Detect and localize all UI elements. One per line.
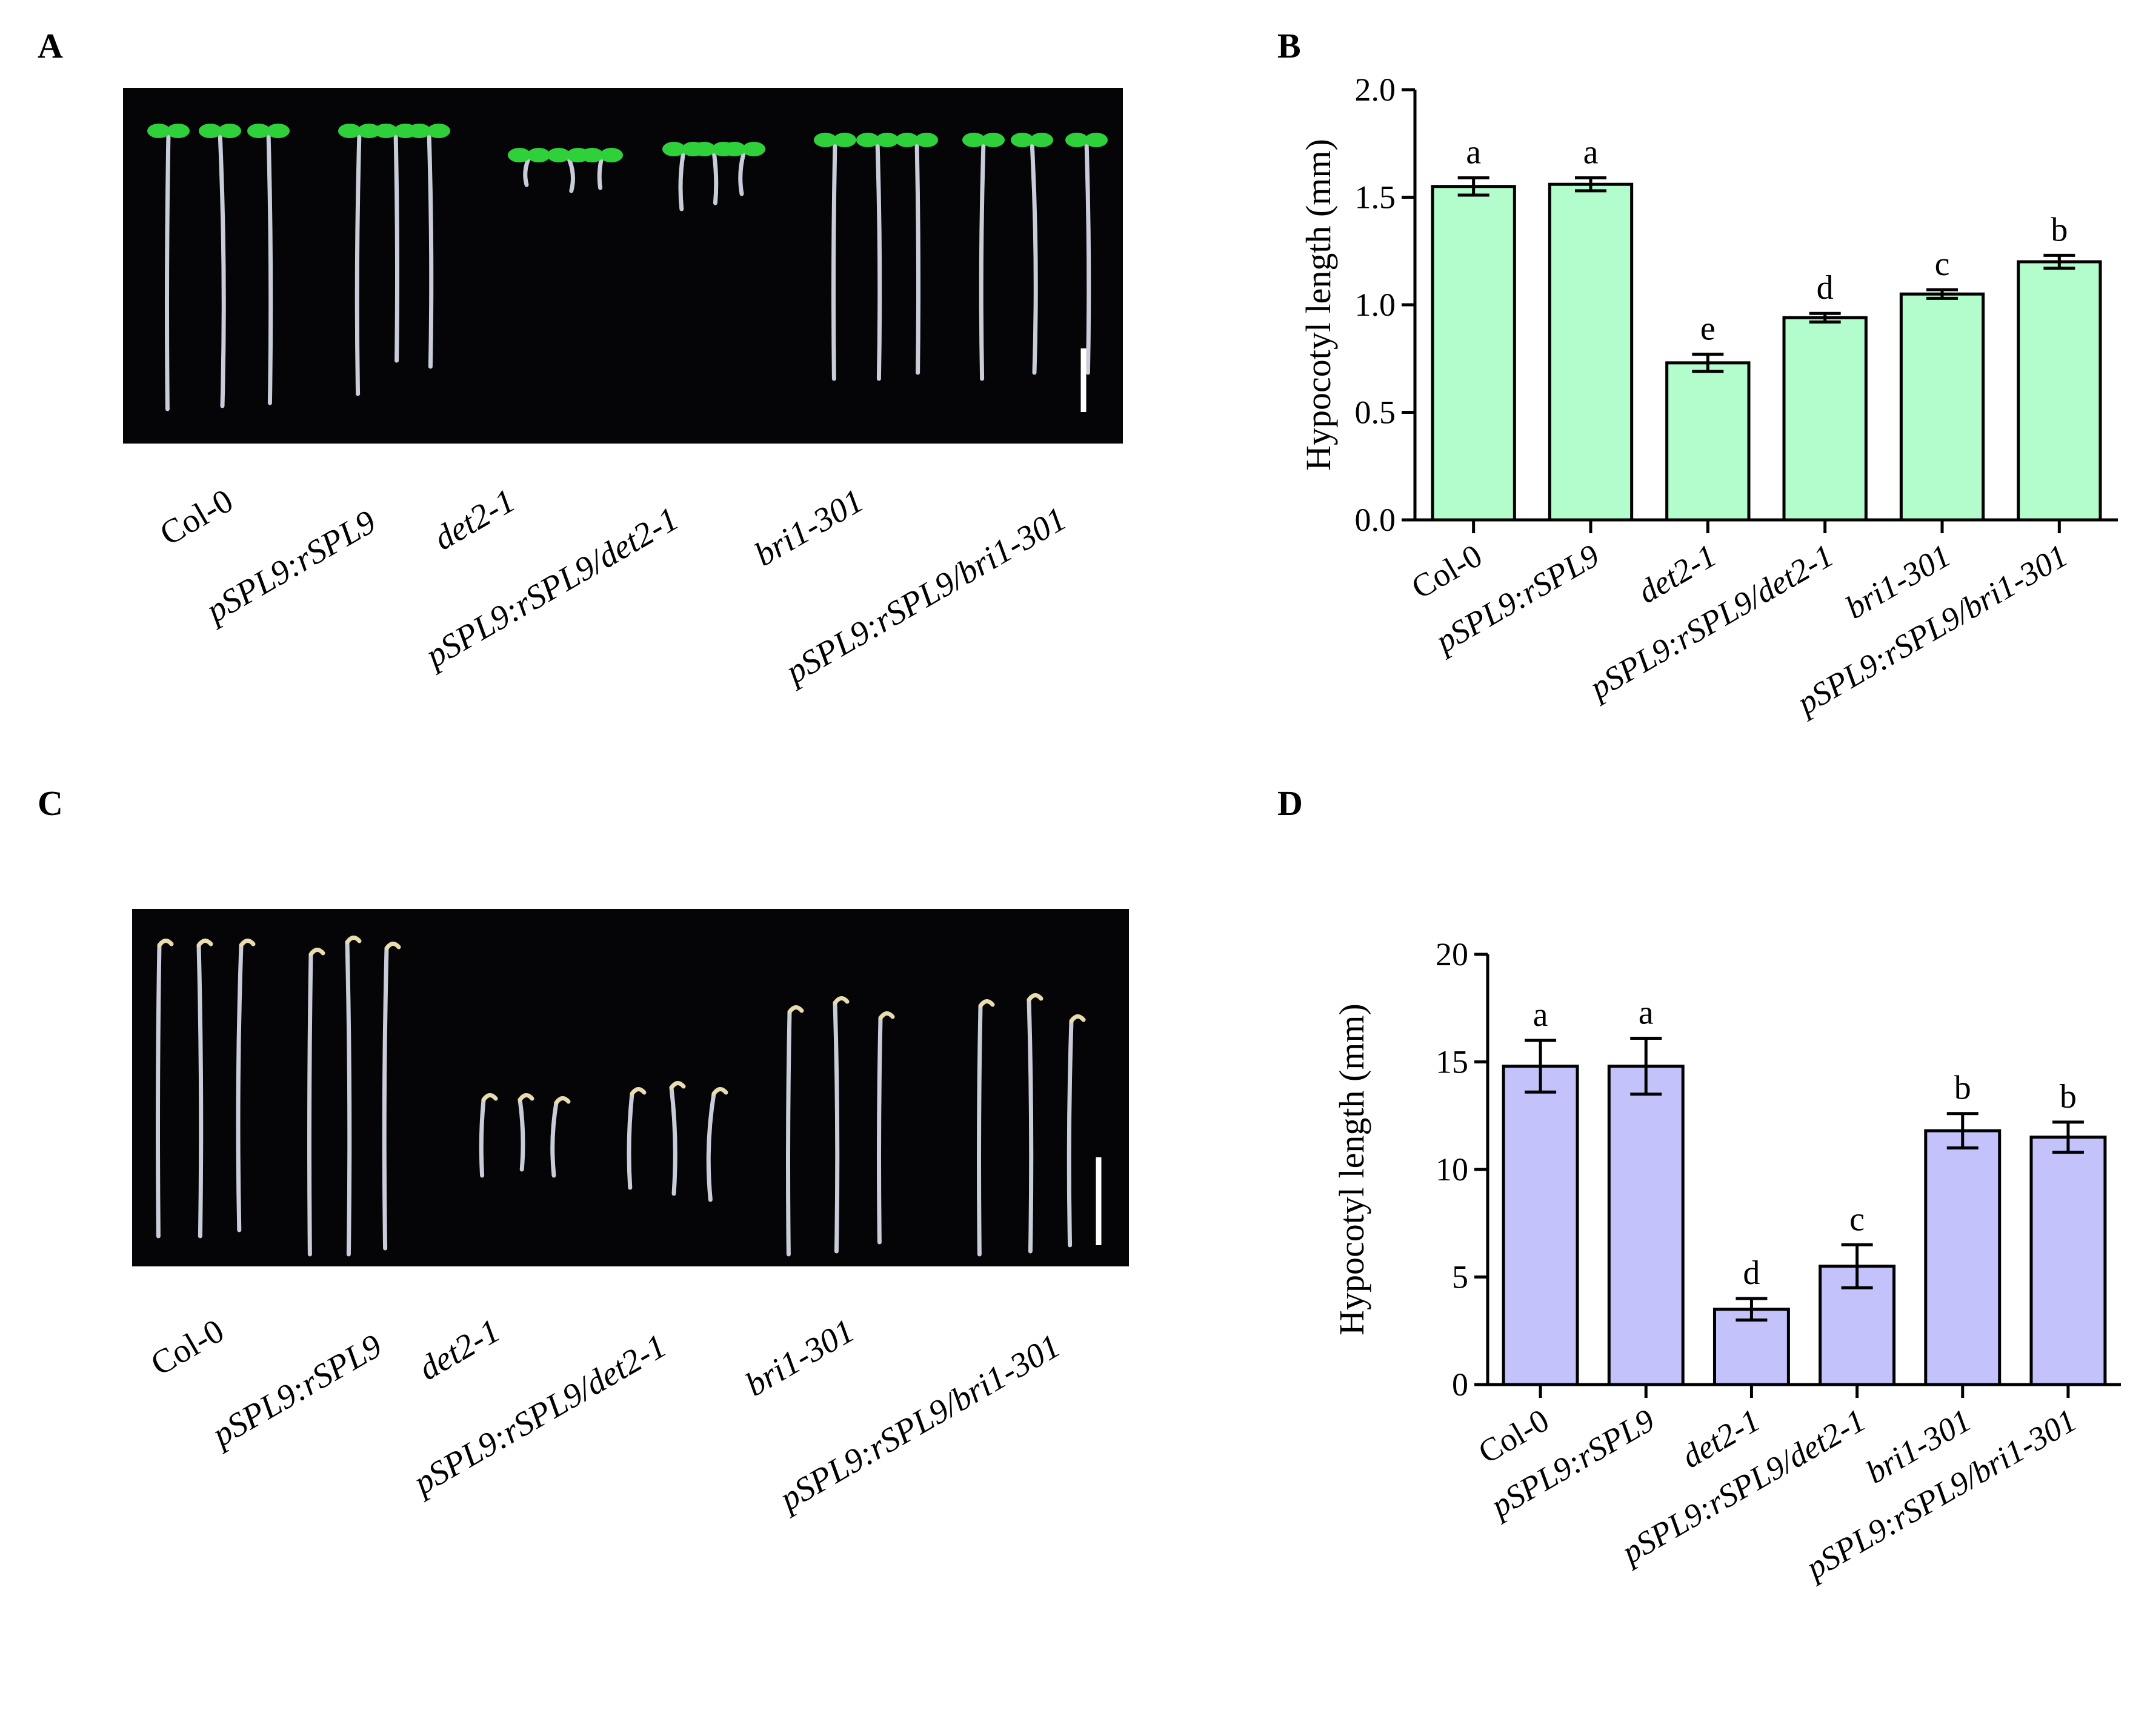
- bar: [2017, 260, 2102, 522]
- significance-letter: c: [1935, 245, 1950, 283]
- seedling: [706, 1087, 728, 1202]
- seedling: [247, 124, 290, 405]
- significance-letter: a: [1583, 134, 1599, 171]
- seedling: [236, 939, 256, 1232]
- seedling: [338, 124, 381, 396]
- significance-letter: b: [2051, 211, 2068, 248]
- panel-letter-d: D: [1277, 783, 1303, 823]
- significance-letter: e: [1700, 310, 1716, 348]
- seedling: [877, 1011, 895, 1245]
- seedling: [307, 948, 325, 1257]
- y-tick-label: 0.0: [1355, 502, 1396, 538]
- bar: [1607, 1065, 1685, 1386]
- y-axis-label: Hypocotyl length (mm): [1299, 139, 1338, 471]
- significance-letter: c: [1849, 1200, 1865, 1238]
- seedling: [508, 148, 550, 187]
- y-tick-label: 1.5: [1355, 179, 1396, 216]
- category-label: Col-0: [1405, 537, 1488, 605]
- chart-b: 0.0 0.5 1.0 1.5 2.0 Hypocotyl length (mm) a Col…: [1299, 72, 2118, 722]
- bar: [2029, 1136, 2107, 1386]
- seedling: [156, 939, 174, 1239]
- seedling: [723, 142, 765, 196]
- seedling-photo-c-canvas: [156, 936, 1102, 1257]
- seedling: [814, 133, 856, 381]
- y-axis-label: Hypocotyl length (mm): [1332, 1003, 1371, 1335]
- y-tick-label: 1.0: [1355, 287, 1396, 323]
- y-tick-label: 2.0: [1355, 72, 1396, 108]
- seedling: [550, 1096, 571, 1178]
- panel-letter-b: B: [1277, 26, 1301, 65]
- seedling: [962, 133, 1005, 381]
- seedling: [408, 124, 450, 369]
- seedling: [479, 1093, 498, 1178]
- seedling: [382, 942, 401, 1251]
- seedling: [627, 1087, 647, 1190]
- bar: [1548, 182, 1634, 522]
- seedling-photo-a: [123, 88, 1123, 444]
- significance-letter: b: [2060, 1078, 2077, 1116]
- seedling: [1067, 1014, 1086, 1248]
- y-tick-label: 15: [1436, 1044, 1468, 1080]
- seedling: [147, 124, 190, 411]
- seedling: [786, 1005, 804, 1257]
- y-tick-label: 10: [1436, 1151, 1468, 1188]
- bar: [1502, 1065, 1579, 1386]
- significance-letter: d: [1743, 1254, 1760, 1292]
- significance-letter: b: [1954, 1069, 1971, 1107]
- seedling: [199, 124, 241, 408]
- bar: [1431, 185, 1516, 522]
- seedling: [856, 133, 899, 381]
- bar: [1899, 292, 1985, 522]
- significance-letter: a: [1466, 134, 1481, 171]
- seedling: [896, 133, 938, 375]
- y-tick-label: 0.5: [1355, 394, 1396, 431]
- seedling: [1011, 133, 1053, 375]
- seedling: [669, 1081, 686, 1196]
- panel-letter-a: A: [38, 26, 63, 65]
- bar: [1782, 316, 1868, 522]
- bar: [1924, 1129, 2002, 1386]
- seedling: [833, 996, 850, 1254]
- category-label: det2-1: [1632, 537, 1722, 610]
- seedling: [1065, 133, 1108, 375]
- y-tick-label: 5: [1452, 1259, 1468, 1295]
- y-tick-label: 20: [1436, 936, 1468, 973]
- significance-letter: a: [1639, 994, 1654, 1031]
- seedling-photo-c: [132, 909, 1129, 1266]
- y-tick-label: 0: [1452, 1366, 1468, 1403]
- seedling: [518, 1093, 534, 1172]
- panel-letter-c: C: [38, 783, 63, 823]
- seedling: [196, 939, 213, 1239]
- seedling: [1027, 993, 1043, 1254]
- significance-letter: d: [1817, 269, 1834, 307]
- seedling: [977, 999, 995, 1257]
- seedling: [345, 936, 362, 1257]
- significance-letter: a: [1533, 996, 1548, 1034]
- seedling: [581, 148, 623, 190]
- bar: [1665, 361, 1751, 522]
- seedling-photo-a-canvas: [147, 124, 1108, 412]
